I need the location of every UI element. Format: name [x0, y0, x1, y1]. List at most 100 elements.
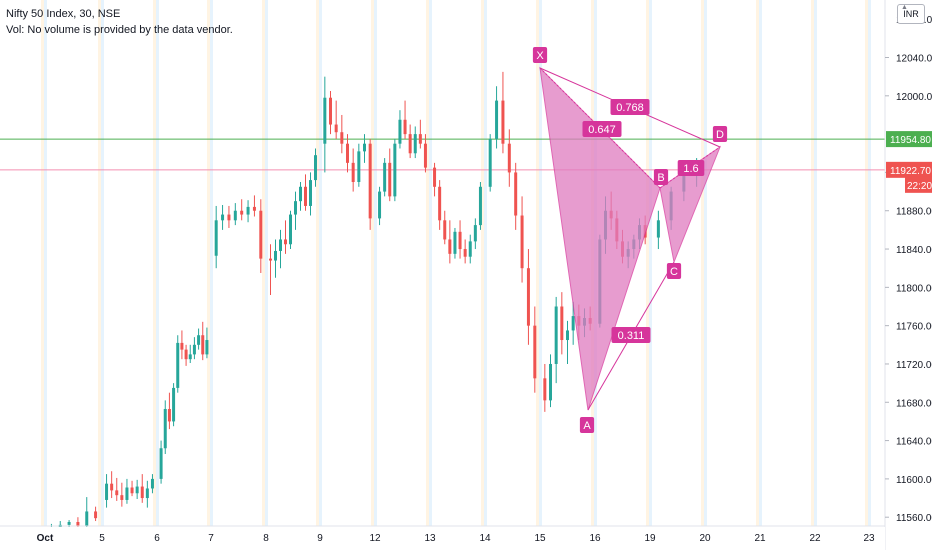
candle-body	[514, 172, 518, 216]
candle-body	[433, 167, 437, 187]
candle-body	[408, 134, 412, 154]
session-band	[811, 0, 814, 526]
candle-body	[140, 486, 144, 499]
candle-body	[314, 155, 317, 181]
pattern-point-c: C	[670, 266, 678, 278]
candle-body	[334, 124, 338, 133]
candle-body	[299, 186, 302, 202]
candle-body	[468, 241, 472, 257]
session-band	[539, 0, 542, 526]
candle-body	[448, 239, 452, 254]
currency-button[interactable]: ▲ INR	[897, 4, 925, 24]
candle-body	[184, 349, 188, 360]
candle-body	[473, 225, 477, 242]
price-axis: 11560.00 11600.00 11640.00 11680.00 11720.00…	[885, 0, 932, 526]
pattern-triangle-xab	[539, 66, 661, 411]
candle-body	[188, 354, 192, 360]
candle-body	[304, 186, 307, 206]
candle-body	[120, 495, 124, 500]
pattern-point-a: A	[583, 420, 591, 432]
candle-body	[403, 119, 407, 135]
session-band	[44, 0, 47, 526]
y-tick-label: 11760.00	[896, 322, 932, 333]
x-tick-label: 7	[208, 533, 214, 544]
y-tick-label: 11800.00	[896, 283, 932, 294]
candle-body	[252, 206, 256, 211]
y-tick-label: 11720.00	[896, 360, 932, 371]
candle-body	[368, 143, 372, 219]
candle-body	[105, 483, 109, 500]
session-band	[265, 0, 268, 526]
candle-body	[279, 239, 282, 251]
candle-body	[413, 134, 417, 154]
y-tick-label: 11680.00	[896, 398, 932, 409]
session-bands	[41, 0, 871, 526]
price-marker-label: 11954.80	[890, 135, 931, 146]
candle-body	[393, 143, 397, 197]
candle-body	[363, 143, 366, 152]
x-tick-label: 5	[99, 533, 105, 544]
chart-legend: Nifty 50 Index, 30, NSE Vol: No volume i…	[6, 6, 233, 38]
session-band	[207, 0, 210, 526]
candle-body	[418, 134, 422, 144]
candle-body	[246, 206, 250, 215]
session-band	[536, 0, 539, 526]
candle-body	[94, 511, 98, 519]
candle-body	[443, 220, 447, 240]
candle-body	[115, 490, 119, 496]
candle-body	[378, 191, 382, 219]
session-band	[701, 0, 704, 526]
x-tick-label: 8	[263, 533, 269, 544]
y-tick-label: 11840.00	[896, 245, 932, 256]
horizontal-lines	[0, 138, 885, 171]
pattern-ratio-box	[677, 160, 705, 176]
pattern-ratio: 0.647	[588, 124, 616, 136]
candle-body	[656, 220, 660, 238]
x-tick-label: 21	[754, 533, 766, 544]
x-tick-label: 19	[644, 533, 656, 544]
candle-body	[340, 132, 344, 144]
candle-body	[240, 210, 244, 215]
session-band	[156, 0, 159, 526]
candle-body	[150, 478, 154, 489]
x-tick-label: 14	[479, 533, 491, 544]
candle-body	[205, 340, 209, 355]
candle-body	[458, 231, 462, 250]
pattern-ratio-box	[610, 99, 650, 115]
candle-body	[495, 100, 499, 139]
candle-body	[284, 239, 287, 245]
time-axis-bg	[0, 527, 885, 550]
session-band	[484, 0, 487, 526]
candle-body	[346, 143, 349, 163]
pattern-ratio-box	[582, 121, 622, 137]
candle-body	[501, 100, 505, 144]
candle-body	[554, 306, 558, 364]
session-band	[371, 0, 374, 526]
candle-body	[135, 486, 139, 494]
session-band	[756, 0, 759, 526]
symbol-title[interactable]: Nifty 50 Index, 30, NSE	[6, 8, 121, 20]
candle-body	[309, 180, 312, 206]
candle-body	[526, 268, 530, 326]
pattern-point-d: D	[716, 129, 724, 141]
pattern-ratio-box	[611, 327, 651, 343]
x-tick-label: 6	[154, 533, 160, 544]
candle-body	[259, 210, 263, 259]
candle-body	[383, 162, 387, 192]
session-band	[865, 0, 868, 526]
candle-body	[533, 325, 537, 379]
price-markers: 11954.80 11922.70 22:20	[886, 131, 932, 193]
pattern-point-d-box	[712, 126, 728, 142]
x-tick-label: 15	[534, 533, 546, 544]
session-band	[814, 0, 817, 526]
chevron-up-icon: ▲	[901, 4, 908, 11]
candle-body	[180, 342, 184, 350]
x-tick-label: 23	[863, 533, 875, 544]
candle-body	[227, 214, 231, 221]
candle-body	[571, 316, 575, 331]
session-band	[481, 0, 484, 526]
candle-body	[76, 521, 80, 526]
candle-body	[67, 521, 71, 525]
session-band	[210, 0, 213, 526]
